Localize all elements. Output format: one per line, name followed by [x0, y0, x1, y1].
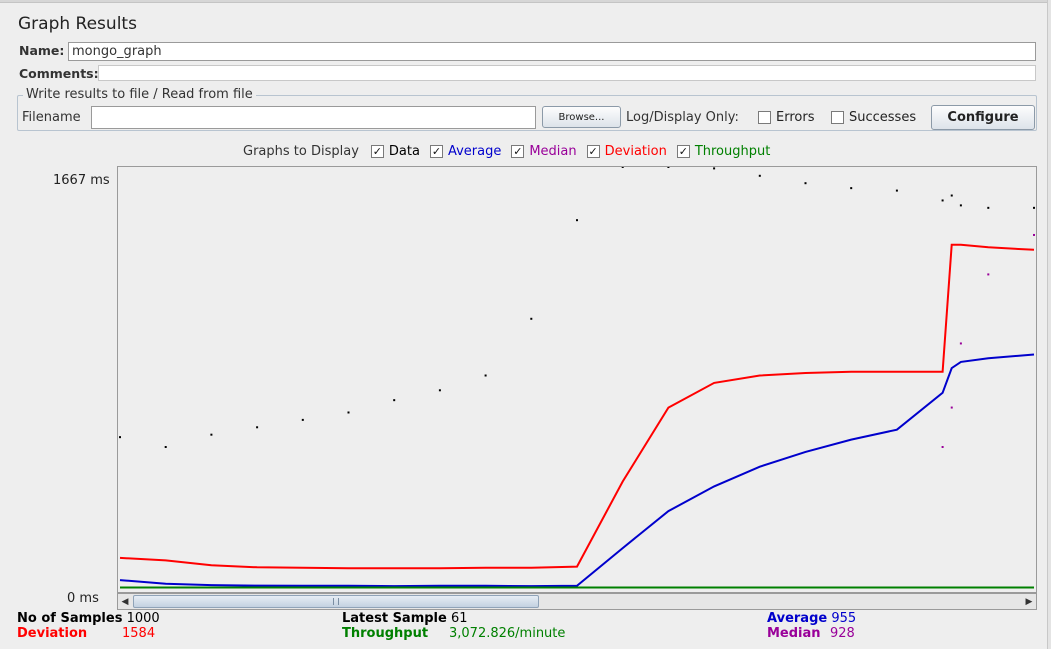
data-point: [576, 219, 578, 222]
average-value: 955: [831, 611, 857, 626]
toggle-deviation-label: Deviation: [604, 144, 667, 159]
data-point: [530, 317, 533, 320]
data-point: [484, 374, 487, 377]
scroll-grip-icon: [333, 598, 339, 605]
data-point: [667, 167, 670, 168]
data-point: [1033, 206, 1035, 209]
graph-canvas: [119, 167, 1035, 589]
samples-value: 1000: [126, 611, 160, 626]
median-point: [987, 273, 990, 276]
scroll-right-arrow-icon[interactable]: ▶: [1025, 596, 1033, 607]
filename-input[interactable]: [91, 106, 536, 129]
toggle-throughput-label: Throughput: [694, 144, 771, 159]
window-right-edge: [1047, 0, 1051, 649]
check-icon[interactable]: ✓: [676, 145, 690, 158]
errors-checkbox-box[interactable]: [758, 111, 771, 124]
comments-label: Comments:: [19, 66, 99, 81]
data-point: [347, 411, 350, 414]
scroll-thumb[interactable]: [133, 595, 539, 608]
samples-label: No of Samples: [17, 611, 123, 626]
stat-latest: Latest Sample 61: [342, 611, 468, 626]
browse-button[interactable]: Browse...: [542, 106, 621, 128]
data-point: [713, 167, 716, 170]
toggle-average-label: Average: [447, 144, 502, 159]
toggle-data[interactable]: ✓ Data: [370, 144, 420, 159]
data-point: [850, 187, 853, 190]
data-point: [758, 174, 761, 177]
data-point: [438, 389, 441, 392]
errors-label: Errors: [776, 110, 815, 125]
stat-deviation: Deviation 1584: [17, 626, 155, 641]
name-label: Name:: [19, 43, 65, 58]
toggle-throughput[interactable]: ✓ Throughput: [676, 144, 771, 159]
successes-label: Successes: [849, 110, 917, 125]
throughput-value: 3,072.826/minute: [449, 626, 566, 641]
stat-throughput: Throughput 3,072.826/minute: [342, 626, 565, 641]
stat-average: Average 955: [767, 611, 856, 626]
average-line: [119, 353, 1035, 588]
panel-title: Graph Results: [18, 14, 137, 34]
data-point: [256, 426, 259, 429]
average-label: Average: [767, 611, 828, 626]
median-point: [959, 342, 962, 345]
data-point: [119, 436, 121, 439]
data-point: [987, 206, 990, 209]
check-icon[interactable]: ✓: [429, 145, 443, 158]
median-point: [950, 406, 953, 409]
filename-label: Filename: [22, 110, 81, 125]
graph-area: [117, 166, 1037, 593]
scroll-left-arrow-icon[interactable]: ◀: [121, 596, 129, 607]
log-display-label: Log/Display Only:: [626, 110, 739, 125]
successes-checkbox[interactable]: Successes: [831, 110, 916, 125]
deviation-value: 1584: [122, 626, 156, 641]
check-icon[interactable]: ✓: [586, 145, 600, 158]
stat-median: Median 928: [767, 626, 855, 641]
y-axis-max-label: 1667 ms: [53, 173, 110, 188]
toggle-median-label: Median: [529, 144, 577, 159]
data-point: [804, 182, 807, 185]
toggle-deviation[interactable]: ✓ Deviation: [586, 144, 667, 159]
graphs-to-display-row: Graphs to Display ✓ Data ✓ Average ✓ Med…: [243, 144, 770, 159]
toggle-median[interactable]: ✓ Median: [511, 144, 577, 159]
data-point: [393, 399, 396, 402]
data-point: [950, 194, 953, 197]
check-icon[interactable]: ✓: [370, 145, 384, 158]
latest-label: Latest Sample: [342, 611, 447, 626]
check-icon[interactable]: ✓: [511, 145, 525, 158]
deviation-label: Deviation: [17, 626, 88, 641]
comments-field[interactable]: [98, 65, 1036, 81]
data-point: [895, 189, 898, 192]
median-point: [941, 446, 944, 449]
horizontal-scrollbar[interactable]: ◀ ▶: [117, 593, 1037, 610]
data-point: [164, 446, 167, 449]
configure-button[interactable]: Configure: [931, 105, 1035, 130]
graphs-to-display-label: Graphs to Display: [243, 144, 359, 159]
successes-checkbox-box[interactable]: [831, 111, 844, 124]
file-group-box: [17, 95, 1037, 131]
stat-samples: No of Samples 1000: [17, 611, 160, 626]
errors-checkbox[interactable]: Errors: [758, 110, 814, 125]
data-point: [210, 433, 213, 436]
throughput-label: Throughput: [342, 626, 429, 641]
data-point: [941, 199, 944, 202]
median-label: Median: [767, 626, 821, 641]
y-axis-min-label: 0 ms: [67, 591, 99, 606]
median-value: 928: [830, 626, 855, 641]
toggle-data-label: Data: [388, 144, 420, 159]
window-top-edge: [0, 0, 1051, 3]
latest-value: 61: [450, 611, 468, 626]
median-point: [1033, 233, 1035, 236]
name-field[interactable]: mongo_graph: [68, 42, 1036, 61]
file-group-title: Write results to file / Read from file: [23, 87, 256, 102]
deviation-line: [119, 243, 1035, 570]
data-point: [621, 167, 624, 168]
toggle-average[interactable]: ✓ Average: [429, 144, 502, 159]
data-point: [301, 418, 304, 421]
data-point: [959, 204, 962, 207]
